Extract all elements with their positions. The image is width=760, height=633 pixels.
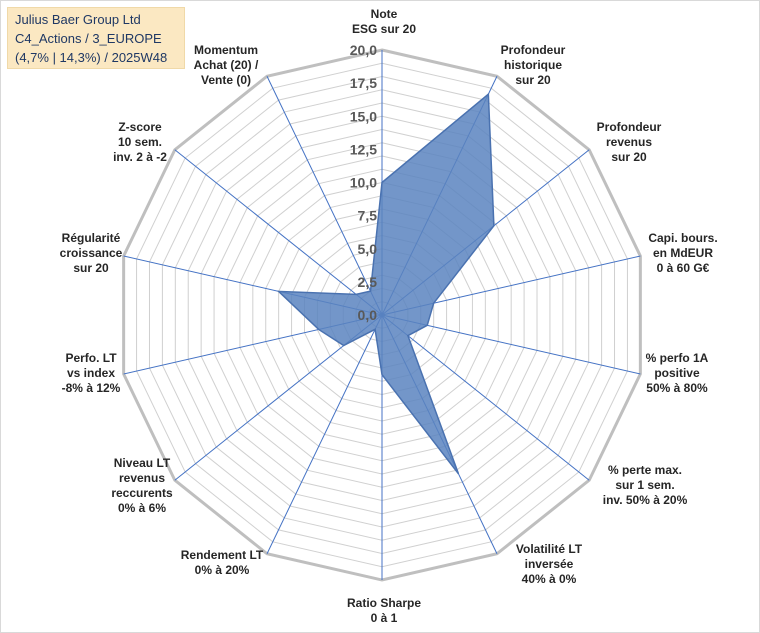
axis-label: 10 sem. [118,135,162,149]
axis-spoke [266,314,383,554]
axis-label: 0 à 60 G€ [657,261,710,275]
axis-label: 50% à 80% [646,381,708,395]
axis-label: reccurents [111,486,173,500]
tick-label: 0,0 [358,307,378,323]
axis-label: Profondeur [501,43,566,57]
axis-label: revenus [119,471,165,485]
axis-label: croissance [60,246,123,260]
axis-label: Momentum [194,43,258,57]
axis-label: vs index [67,366,115,380]
axis-label: Rendement LT [181,548,264,562]
axis-label: sur 20 [515,73,551,87]
tick-label: 20,0 [350,42,377,58]
axis-label: Vente (0) [201,73,251,87]
tick-label: 15,0 [350,108,377,124]
axis-label: % perfo 1A [646,351,709,365]
axis-label: 0 à 1 [371,611,398,625]
tick-label: 10,0 [350,175,377,191]
axis-label: en MdEUR [653,246,713,260]
axis-label: sur 20 [611,150,647,164]
axis-label: Ratio Sharpe [347,596,421,610]
axis-label: sur 1 sem. [615,478,674,492]
axis-label: 40% à 0% [522,572,577,586]
company-name: Julius Baer Group Ltd [15,12,141,27]
category-label: C4_Actions / 3_EUROPE [15,31,162,46]
axis-label: -8% à 12% [62,381,121,395]
axis-label: Z-score [118,120,162,134]
axis-label: inversée [525,557,574,571]
axis-label: 0% à 6% [118,501,166,515]
axis-label: 0% à 20% [195,563,250,577]
axis-label: Niveau LT [114,456,171,470]
tick-label: 17,5 [350,75,377,91]
tick-label: 2,5 [358,274,378,290]
tick-label: 5,0 [358,241,378,257]
axis-label: sur 20 [73,261,109,275]
chart-title-box: Julius Baer Group Ltd C4_Actions / 3_EUR… [7,7,185,69]
axis-label: historique [504,58,562,72]
axis-label: Achat (20) / [194,58,259,72]
axis-label: Profondeur [597,120,662,134]
data-series-area [276,92,495,475]
tick-label: 7,5 [358,208,378,224]
axis-label: Perfo. LT [65,351,117,365]
axis-spoke [266,76,383,316]
axis-label: revenus [606,135,652,149]
axis-label: ESG sur 20 [352,22,416,36]
axis-spoke [174,149,383,316]
axis-label: Régularité [62,231,121,245]
axis-label: positive [654,366,700,380]
axis-label: Note [371,7,398,21]
axis-label: Capi. bours. [648,231,717,245]
axis-label: inv. 2 à -2 [113,150,167,164]
axis-spoke [381,314,590,481]
tick-label: 12,5 [350,141,377,157]
axis-label: % perte max. [608,463,682,477]
axis-label: Volatilité LT [516,542,583,556]
performance-label: (4,7% | 14,3%) / 2025W48 [15,50,168,65]
axis-label: inv. 50% à 20% [603,493,688,507]
